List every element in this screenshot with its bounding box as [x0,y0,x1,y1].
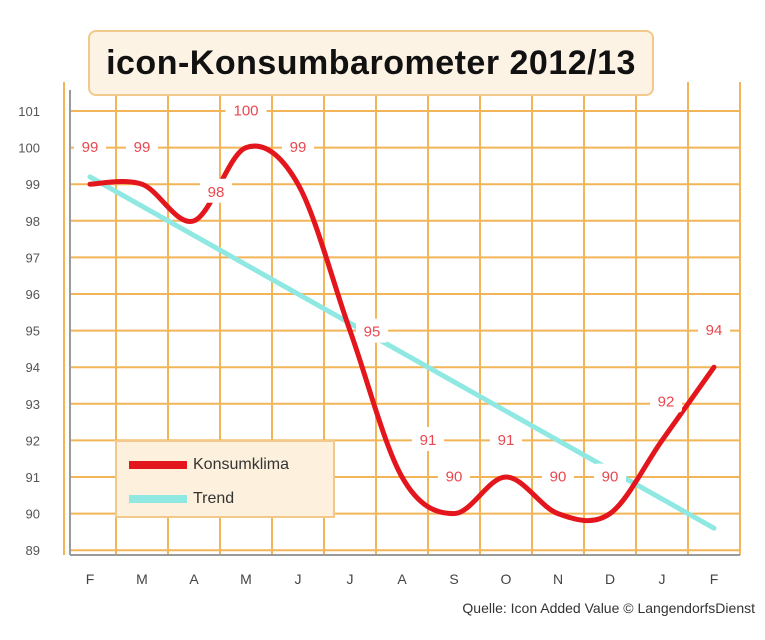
data-label: 94 [706,322,723,339]
y-tick-label: 89 [26,543,40,558]
data-label-bg [438,463,470,488]
y-tick-label: 99 [26,177,40,192]
data-label-bg [698,317,730,342]
data-label-bg [490,427,522,451]
x-tick-label: S [449,571,458,587]
x-tick-label: J [347,571,354,587]
y-tick-label: 101 [18,104,40,119]
data-label: 100 [233,103,258,120]
y-tick-label: 92 [26,433,40,448]
data-label: 90 [602,469,619,486]
y-tick-label: 98 [26,214,40,229]
x-tick-label: A [189,571,199,587]
x-tick-label: A [397,571,407,587]
series-konsumklima-line [87,143,717,524]
data-label: 95 [364,324,381,341]
data-label-bg [225,97,267,122]
legend-item-konsumklima: Konsumklima [129,456,289,474]
x-tick-label: J [659,571,666,587]
legend-item-trend: Trend [129,490,234,508]
data-label: 99 [290,139,307,156]
data-label-bg [356,318,388,343]
legend-label-trend: Trend [193,490,235,507]
legend-label-konsumklima: Konsumklima [193,456,290,473]
x-tick-label: D [605,571,615,587]
chart-title-box: icon-Konsumbarometer 2012/13 [88,30,654,96]
data-label: 99 [134,139,151,156]
y-tick-label: 97 [26,250,40,265]
data-label-bg [200,178,232,203]
data-label-bg [542,463,574,488]
data-label-bg [126,134,158,159]
y-tick-label: 90 [26,507,40,522]
y-tick-label: 100 [18,141,40,156]
data-label-bg [74,134,106,159]
data-label: 90 [446,469,463,486]
x-tick-label: M [136,571,148,587]
x-tick-label: J [295,571,302,587]
data-label-bg [282,134,314,159]
data-label-bg [594,463,626,488]
data-label: 90 [550,469,567,486]
y-tick-label: 95 [26,324,40,339]
y-tick-label: 91 [26,470,40,485]
chart-source-note: Quelle: Icon Added Value © LangendorfsDi… [462,600,755,616]
data-label: 92 [658,393,675,410]
y-tick-label: 93 [26,397,40,412]
y-tick-label: 96 [26,287,40,302]
chart-legend: Konsumklima Trend [115,440,335,518]
data-label: 91 [420,432,437,449]
legend-swatch-trend [129,495,187,503]
x-tick-label: N [553,571,563,587]
chart-title: icon-Konsumbarometer 2012/13 [106,43,636,82]
data-label: 91 [498,432,515,449]
data-label-bg [650,388,682,413]
x-tick-label: F [710,571,719,587]
x-tick-label: F [86,571,95,587]
data-label: 98 [208,184,225,201]
y-tick-label: 94 [26,360,40,375]
data-label-bg [412,427,444,451]
x-tick-label: O [501,571,512,587]
x-tick-label: M [240,571,252,587]
data-label: 99 [82,139,99,156]
legend-swatch-konsumklima [129,461,187,469]
